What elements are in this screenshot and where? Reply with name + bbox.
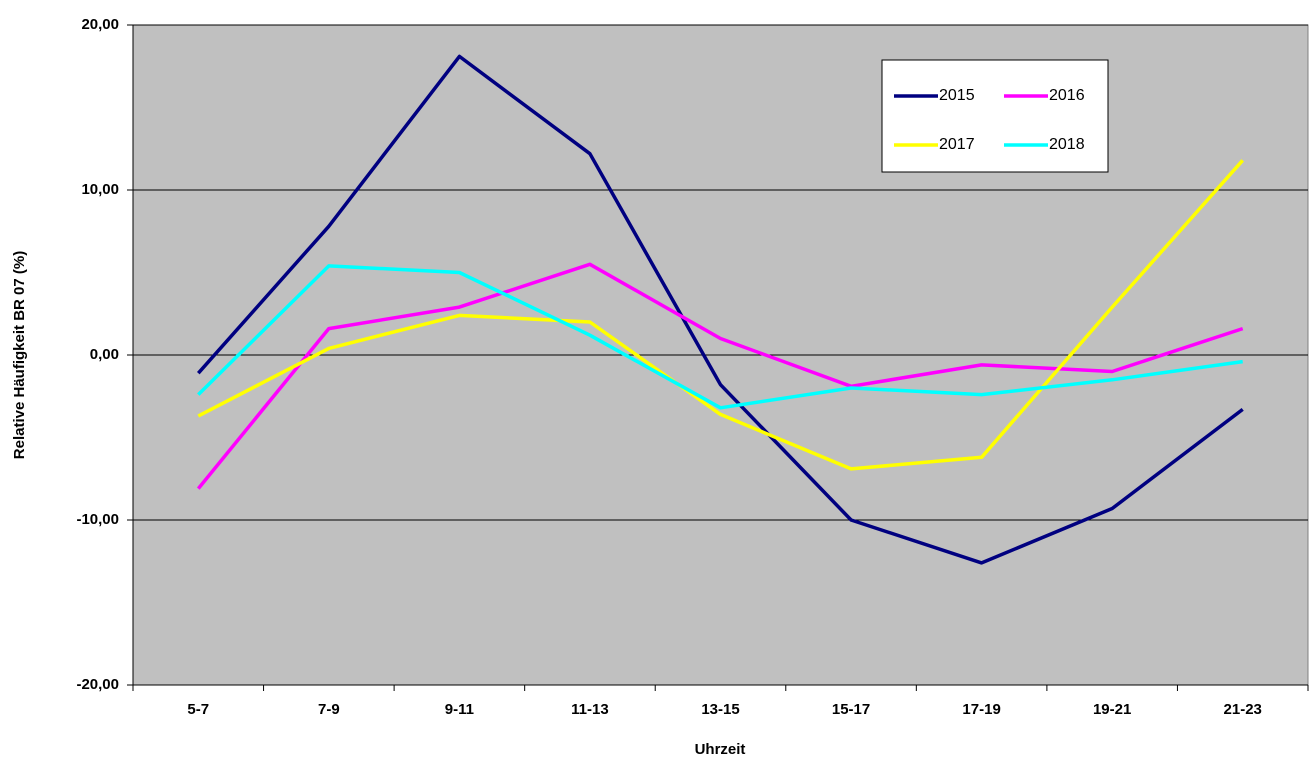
- x-tick-label: 17-19: [962, 701, 1000, 718]
- x-tick-label: 13-15: [701, 701, 739, 718]
- series-line: [196, 262, 1244, 490]
- x-tick-label: 7-9: [318, 701, 340, 718]
- y-tick-label: 10,00: [81, 181, 119, 198]
- x-tick-label: 9-11: [445, 701, 474, 718]
- x-axis-label: Uhrzeit: [695, 741, 746, 758]
- series-line: [196, 54, 1244, 565]
- y-axis-label: Relative Häufigkeit BR 07 (%): [11, 251, 28, 459]
- series-line: [197, 159, 1245, 471]
- x-tick-label: 19-21: [1093, 701, 1131, 718]
- x-tick-label: 15-17: [832, 701, 870, 718]
- legend-label: 2015: [939, 87, 975, 104]
- legend: 2015 2016 2017 2018: [881, 59, 1109, 173]
- x-tick-label: 21-23: [1224, 701, 1262, 718]
- y-tick-label: -20,00: [76, 676, 119, 693]
- legend-label: 2016: [1049, 87, 1085, 104]
- y-tick-label: -10,00: [76, 511, 119, 528]
- series-line: [197, 264, 1243, 410]
- legend-box: [881, 59, 1109, 173]
- y-tick-label: 0,00: [90, 346, 119, 363]
- x-tick-label: 5-7: [187, 701, 209, 718]
- legend-label: 2018: [1049, 136, 1085, 153]
- y-tick-label: 20,00: [81, 16, 119, 33]
- legend-label: 2017: [939, 136, 975, 153]
- x-tick-label: 11-13: [571, 701, 609, 718]
